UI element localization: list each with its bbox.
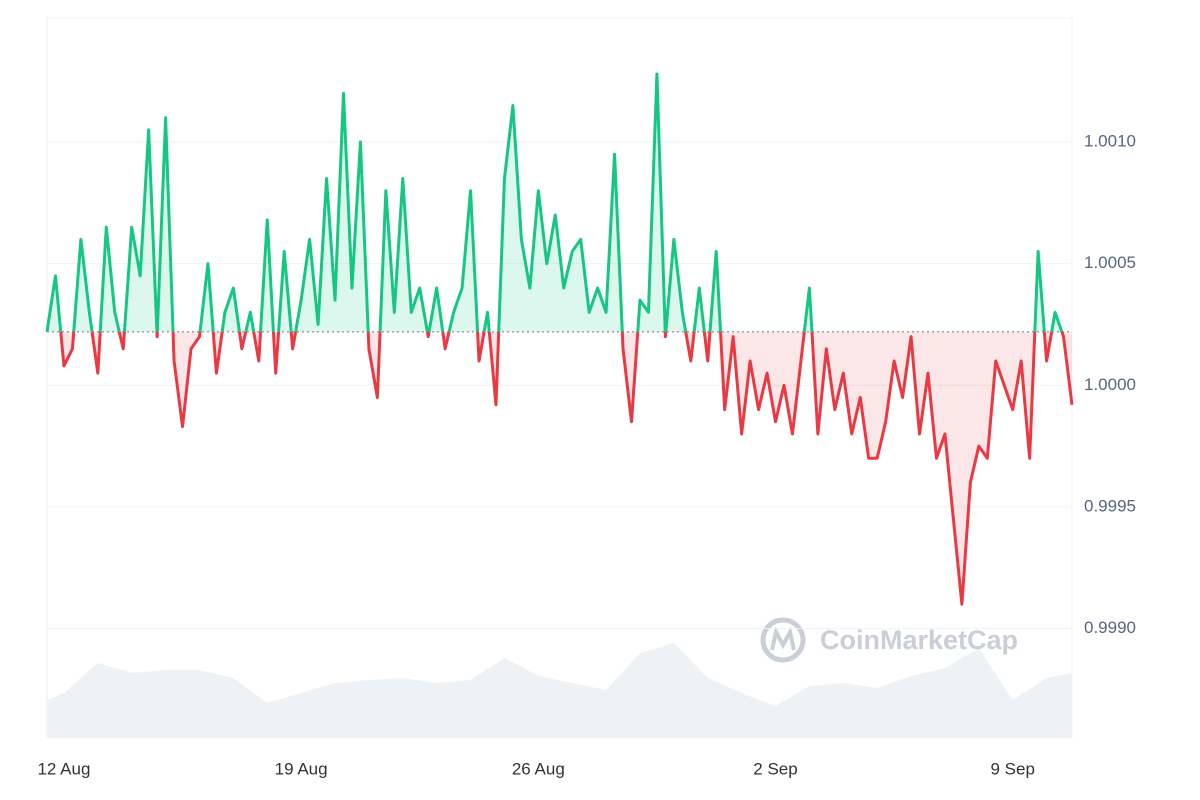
area-up bbox=[47, 73, 1062, 332]
x-tick-label: 2 Sep bbox=[753, 759, 797, 778]
area-down bbox=[47, 331, 1072, 605]
line-up bbox=[45, 72, 1064, 332]
y-tick-label: 0.9995 bbox=[1084, 496, 1136, 515]
volume-area bbox=[47, 643, 1072, 738]
logo bbox=[760, 617, 806, 663]
x-tick-label: 12 Aug bbox=[37, 759, 90, 778]
y-tick-label: 0.9990 bbox=[1084, 618, 1136, 637]
logo-mark bbox=[770, 626, 796, 651]
line-down bbox=[46, 331, 1074, 606]
x-tick-label: 26 Aug bbox=[512, 759, 565, 778]
y-tick-label: 1.0010 bbox=[1084, 132, 1136, 151]
y-tick-label: 1.0000 bbox=[1084, 375, 1136, 394]
watermark-text: CoinMarketCap bbox=[820, 625, 1018, 655]
x-tick-label: 19 Aug bbox=[275, 759, 328, 778]
x-tick-label: 9 Sep bbox=[990, 759, 1034, 778]
y-tick-label: 1.0005 bbox=[1084, 253, 1136, 272]
watermark: CoinMarketCap bbox=[760, 617, 1018, 663]
